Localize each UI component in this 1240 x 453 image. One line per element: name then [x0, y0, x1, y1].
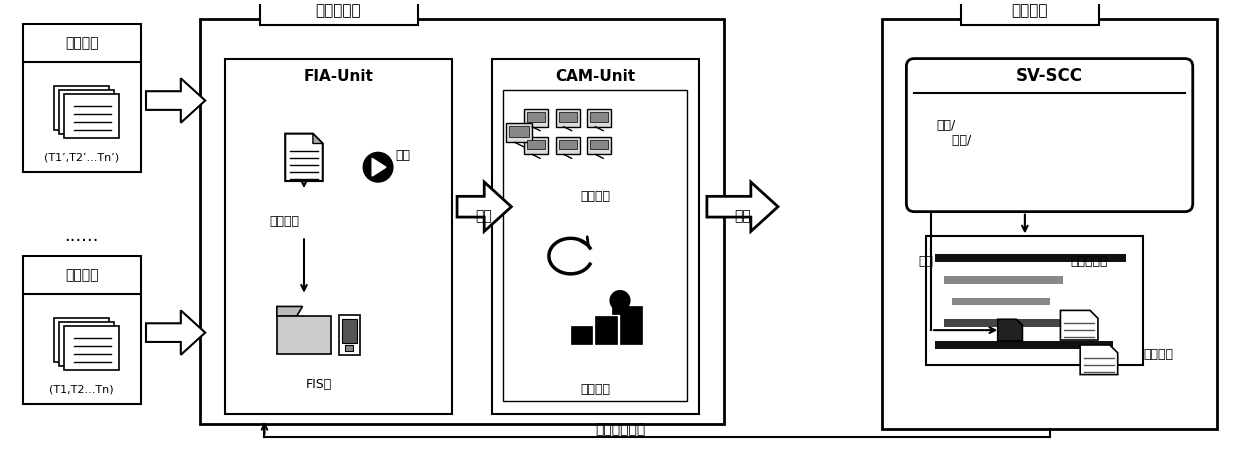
- Bar: [590, 112, 608, 122]
- Polygon shape: [1060, 310, 1097, 340]
- Bar: [556, 137, 579, 154]
- Text: 冲突记录: 冲突记录: [1143, 348, 1173, 361]
- Bar: [527, 140, 544, 149]
- Bar: [527, 112, 544, 122]
- Polygon shape: [277, 306, 303, 316]
- Bar: [22, 256, 141, 404]
- Text: 交易分组: 交易分组: [580, 190, 610, 203]
- Text: 后续交易: 后续交易: [64, 268, 98, 282]
- Bar: [926, 236, 1143, 365]
- Bar: [22, 24, 141, 172]
- Bar: [339, 315, 361, 355]
- Polygon shape: [60, 90, 114, 134]
- Polygon shape: [64, 326, 119, 370]
- Bar: [882, 19, 1218, 429]
- Text: 数量监控: 数量监控: [580, 383, 610, 396]
- Bar: [556, 109, 579, 127]
- Bar: [588, 137, 611, 154]
- Circle shape: [363, 152, 393, 182]
- Text: 信息收集: 信息收集: [269, 215, 299, 228]
- Bar: [952, 298, 1050, 305]
- Bar: [944, 319, 1085, 327]
- Bar: [277, 316, 331, 354]
- Polygon shape: [64, 94, 119, 138]
- Polygon shape: [285, 134, 322, 181]
- Bar: [510, 126, 529, 137]
- Text: 调度模块: 调度模块: [1012, 3, 1048, 18]
- Text: FIS表: FIS表: [306, 378, 332, 391]
- Bar: [588, 109, 611, 127]
- Polygon shape: [312, 134, 322, 144]
- Bar: [491, 58, 699, 414]
- Polygon shape: [146, 78, 206, 123]
- Bar: [935, 254, 1126, 262]
- Bar: [506, 123, 532, 142]
- Bar: [935, 341, 1114, 349]
- Polygon shape: [372, 158, 386, 176]
- Bar: [620, 306, 642, 344]
- Bar: [570, 326, 593, 344]
- Polygon shape: [458, 182, 511, 231]
- Circle shape: [610, 291, 630, 310]
- Polygon shape: [60, 322, 114, 366]
- Bar: [224, 58, 453, 414]
- Bar: [525, 109, 548, 127]
- Bar: [503, 90, 687, 401]
- Polygon shape: [707, 182, 777, 231]
- Bar: [595, 316, 618, 344]
- Text: FIA-Unit: FIA-Unit: [304, 69, 373, 84]
- Text: 可串行调度: 可串行调度: [1070, 255, 1107, 268]
- Text: SV-SCC: SV-SCC: [1016, 67, 1083, 85]
- Text: 生成: 生成: [919, 255, 934, 268]
- Bar: [259, 0, 418, 25]
- Bar: [944, 276, 1063, 284]
- FancyBboxPatch shape: [906, 58, 1193, 212]
- Text: 预处理模块: 预处理模块: [316, 3, 361, 18]
- Text: 优化: 优化: [475, 210, 492, 224]
- Polygon shape: [55, 86, 109, 130]
- Polygon shape: [55, 318, 109, 362]
- Bar: [613, 300, 627, 314]
- Text: CAM-Unit: CAM-Unit: [556, 69, 635, 84]
- Text: 进入/
    执行/: 进入/ 执行/: [936, 119, 971, 147]
- Bar: [590, 140, 608, 149]
- Bar: [559, 112, 577, 122]
- Text: 特征信息反馈: 特征信息反馈: [595, 422, 645, 436]
- Bar: [346, 345, 353, 351]
- Polygon shape: [998, 319, 1023, 341]
- Bar: [341, 319, 357, 343]
- Bar: [201, 19, 724, 424]
- Polygon shape: [146, 310, 206, 355]
- Text: (T1’,T2’...Tn’): (T1’,T2’...Tn’): [45, 152, 119, 162]
- Bar: [559, 140, 577, 149]
- Bar: [961, 0, 1099, 25]
- Polygon shape: [1080, 345, 1117, 375]
- Text: (T1,T2...Tn): (T1,T2...Tn): [50, 385, 114, 395]
- Text: 生成: 生成: [396, 149, 410, 162]
- Text: 执行: 执行: [734, 210, 751, 224]
- Text: 历史交易: 历史交易: [64, 36, 98, 50]
- Text: ......: ......: [64, 227, 99, 246]
- Bar: [525, 137, 548, 154]
